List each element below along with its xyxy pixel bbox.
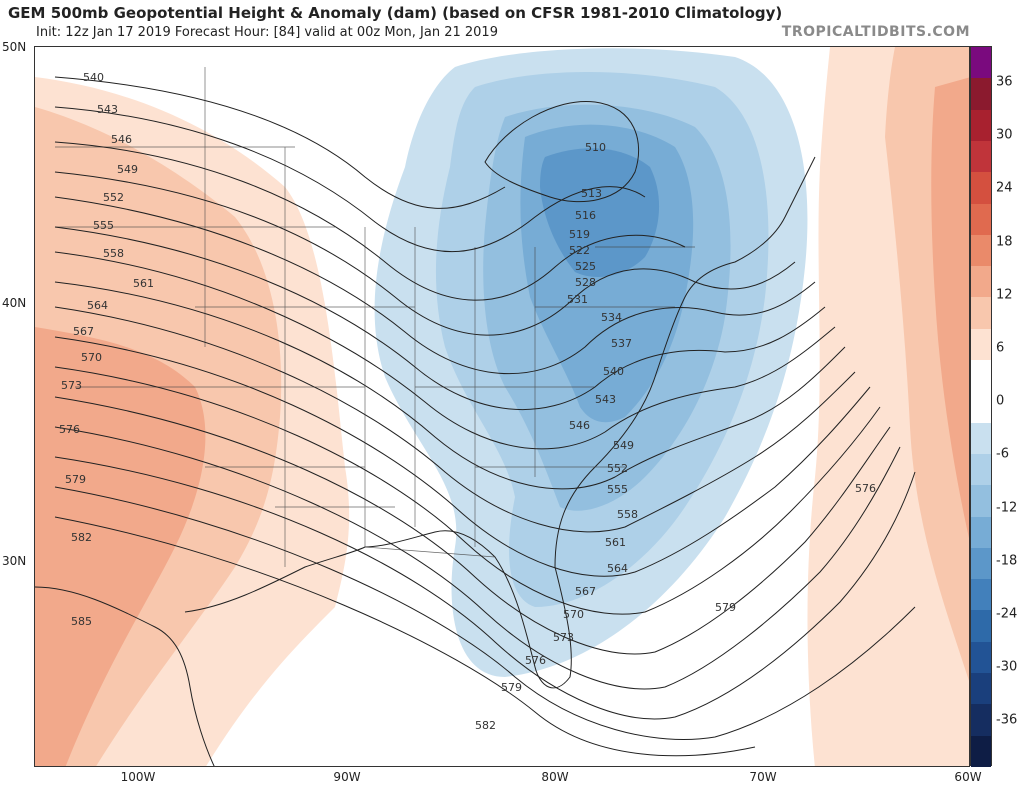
lat-label-50n: 50N	[2, 40, 27, 54]
contour-label: 582	[71, 531, 92, 544]
lon-label-60w: 60W	[954, 770, 982, 784]
contour-label: 564	[87, 299, 108, 312]
lat-label-30n: 30N	[2, 554, 27, 568]
colorbar-tick-label: 36	[996, 74, 1013, 90]
contour-label: 555	[607, 483, 628, 496]
colorbar-segment	[971, 516, 991, 549]
colorbar-tick-label: -36	[996, 712, 1018, 728]
contour-label: 540	[83, 71, 104, 84]
contour-label: 549	[117, 163, 138, 176]
colorbar-segment	[971, 485, 991, 518]
colorbar-tick-label: 0	[996, 393, 1005, 409]
colorbar-segment	[971, 78, 991, 111]
contour-label: 573	[61, 379, 82, 392]
colorbar-segment	[971, 266, 991, 298]
colorbar-segment	[971, 328, 991, 361]
lon-label-80w: 80W	[541, 770, 569, 784]
colorbar-tick-label: -30	[996, 659, 1018, 675]
contour-label-group: 540 543 546 549 552 555 558 561 564 567 …	[59, 71, 876, 732]
contour-label: 531	[567, 293, 588, 306]
contour-label: 537	[611, 337, 632, 350]
contour-label: 570	[81, 351, 102, 364]
contour-label: 558	[103, 247, 124, 260]
contour-label: 570	[563, 608, 584, 621]
contour-label: 585	[71, 615, 92, 628]
contour-label: 525	[575, 260, 596, 273]
contour-label: 579	[65, 473, 86, 486]
colorbar	[970, 46, 992, 768]
colorbar-tick-label: -24	[996, 606, 1018, 622]
anomaly-positive-west	[35, 77, 350, 766]
colorbar-segment	[971, 140, 991, 173]
chart-subtitle: Init: 12z Jan 17 2019 Forecast Hour: [84…	[36, 25, 498, 40]
colorbar-segment	[971, 579, 991, 611]
contour-label: 561	[605, 536, 626, 549]
contour-label: 582	[475, 719, 496, 732]
contour-label: 552	[103, 191, 124, 204]
colorbar-segment	[971, 610, 991, 643]
brand-watermark[interactable]: TROPICALTIDBITS.COM	[781, 24, 970, 40]
contour-label: 549	[613, 439, 634, 452]
anomaly-positive-east	[807, 47, 969, 766]
chart-title: GEM 500mb Geopotential Height & Anomaly …	[8, 4, 783, 22]
colorbar-segment	[971, 422, 991, 455]
colorbar-segment	[971, 203, 991, 236]
colorbar-segment	[971, 109, 991, 142]
contour-label: 576	[59, 423, 80, 436]
colorbar-segment	[971, 391, 991, 424]
contour-label: 510	[585, 141, 606, 154]
contour-label: 555	[93, 219, 114, 232]
colorbar-segment	[971, 641, 991, 674]
colorbar-tick-label: -18	[996, 553, 1018, 569]
contour-label: 519	[569, 228, 590, 241]
contour-label: 522	[569, 244, 590, 257]
contour-label: 579	[715, 601, 736, 614]
contour-label: 579	[501, 681, 522, 694]
contour-label: 546	[111, 133, 132, 146]
lon-label-90w: 90W	[333, 770, 361, 784]
contour-label: 576	[525, 654, 546, 667]
colorbar-segment	[971, 453, 991, 486]
contour-label: 567	[575, 585, 596, 598]
colorbar-segment	[971, 704, 991, 737]
colorbar-tick-label: 18	[996, 234, 1013, 250]
map-canvas: 540 543 546 549 552 555 558 561 564 567 …	[35, 47, 969, 766]
colorbar-tick-label: -6	[996, 446, 1009, 462]
colorbar-tick-label: -12	[996, 500, 1018, 516]
lon-label-100w: 100W	[120, 770, 156, 784]
map-panel[interactable]: 540 543 546 549 552 555 558 561 564 567 …	[34, 46, 970, 767]
contour-label: 573	[553, 631, 574, 644]
colorbar-segment	[971, 360, 991, 392]
contour-label: 534	[601, 311, 622, 324]
colorbar-segment	[971, 735, 991, 768]
colorbar-segment	[971, 297, 991, 330]
lat-label-40n: 40N	[2, 296, 27, 310]
colorbar-segment	[971, 547, 991, 580]
contour-label: 513	[581, 187, 602, 200]
colorbar-segment	[971, 234, 991, 267]
height-contours	[54, 76, 916, 757]
colorbar-segment	[971, 47, 991, 79]
contour-label: 561	[133, 277, 154, 290]
contour-label: 516	[575, 209, 596, 222]
contour-label: 543	[97, 103, 118, 116]
colorbar-segment	[971, 673, 991, 705]
coastline-outlines	[35, 156, 816, 766]
contour-label: 543	[595, 393, 616, 406]
colorbar-tick-label: 12	[996, 287, 1013, 303]
lon-label-70w: 70W	[749, 770, 777, 784]
contour-label: 564	[607, 562, 628, 575]
contour-label: 546	[569, 419, 590, 432]
colorbar-tick-label: 24	[996, 180, 1013, 196]
contour-label: 528	[575, 276, 596, 289]
contour-label: 540	[603, 365, 624, 378]
colorbar-tick-label: 6	[996, 340, 1005, 356]
contour-label: 576	[855, 482, 876, 495]
colorbar-tick-label: 30	[996, 127, 1013, 143]
contour-label: 567	[73, 325, 94, 338]
contour-label: 552	[607, 462, 628, 475]
colorbar-segment	[971, 172, 991, 204]
contour-label: 558	[617, 508, 638, 521]
